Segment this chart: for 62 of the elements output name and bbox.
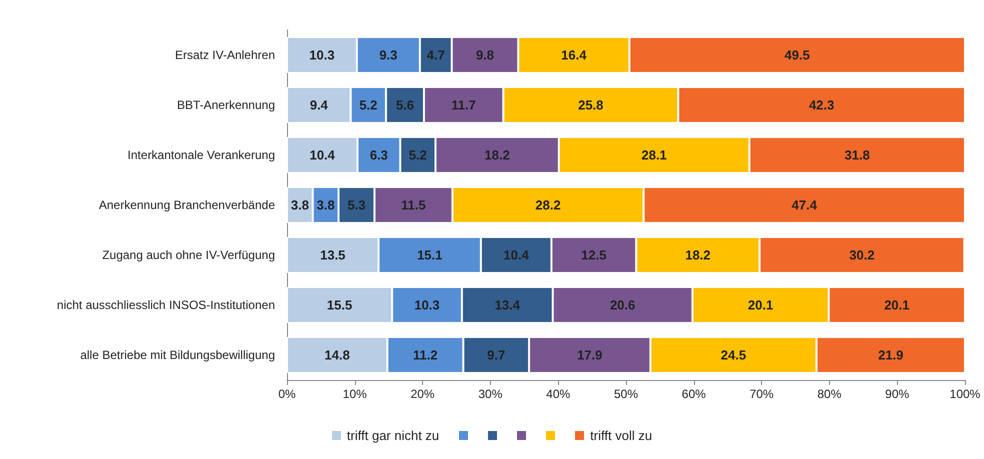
data-label: 9.7: [487, 348, 506, 362]
data-label: 9.8: [476, 48, 494, 62]
data-label: 31.8: [844, 148, 870, 162]
data-label: 3.8: [316, 198, 335, 212]
data-label: 10.4: [504, 248, 530, 262]
data-label: 20.1: [884, 298, 910, 312]
data-label: 13.5: [320, 248, 346, 262]
data-label: 14.8: [324, 348, 350, 362]
data-label: 3.8: [290, 198, 309, 212]
data-label: 11.2: [413, 348, 438, 362]
data-label: 20.6: [610, 298, 636, 312]
data-label: 18.2: [685, 248, 711, 262]
data-label: 12.5: [581, 248, 606, 262]
data-label: 30.2: [849, 248, 875, 262]
data-label: 21.9: [878, 348, 904, 362]
x-tick-label: 0%: [278, 387, 296, 401]
data-label: 28.1: [641, 148, 667, 162]
x-tick-label: 100%: [950, 387, 981, 401]
data-label: 6.3: [370, 148, 388, 162]
legend-label: trifft gar nicht zu: [346, 428, 440, 442]
data-label: 9.3: [379, 48, 398, 62]
data-label: 17.9: [577, 348, 602, 362]
legend-label: trifft voll zu: [590, 428, 652, 442]
data-label: 5.3: [347, 198, 366, 212]
data-label: 16.4: [561, 48, 588, 62]
data-label: 10.4: [310, 148, 336, 162]
x-tick-label: 50%: [614, 387, 638, 401]
data-label: 18.2: [484, 148, 510, 162]
data-label: 4.7: [426, 48, 445, 62]
data-label: 13.4: [494, 298, 521, 312]
x-tick-label: 80%: [817, 387, 842, 401]
x-tick-label: 40%: [546, 387, 571, 401]
x-tick-label: 10%: [342, 387, 368, 401]
y-tick-label: nicht ausschliesslich INSOS-Institutionen: [56, 298, 275, 312]
x-tick-label: 30%: [478, 387, 503, 401]
data-label: 15.1: [417, 248, 442, 262]
data-label: 5.6: [396, 98, 414, 112]
data-label: 5.2: [359, 98, 378, 112]
data-label: 10.3: [414, 298, 440, 312]
x-tick-label: 70%: [750, 387, 774, 401]
y-tick-label: Ersatz IV-Anlehren: [174, 48, 275, 62]
data-label: 20.1: [748, 298, 774, 312]
data-label: 11.5: [401, 198, 426, 212]
data-label: 15.5: [326, 298, 352, 312]
y-tick-label: Anerkennung Branchenverbände: [98, 198, 276, 212]
data-label: 25.8: [578, 98, 604, 112]
x-tick-label: 60%: [682, 387, 706, 401]
data-label: 9.4: [310, 98, 329, 112]
y-tick-label: Interkantonale Verankerung: [128, 148, 275, 162]
y-tick-label: Zugang auch ohne IV-Verfügung: [102, 248, 275, 262]
data-label: 42.3: [808, 98, 834, 112]
x-tick-label: 90%: [885, 387, 910, 401]
x-tick-label: 20%: [410, 387, 435, 401]
data-label: 24.5: [720, 348, 746, 362]
data-label: 5.2: [408, 148, 427, 162]
data-label: 28.2: [535, 198, 561, 212]
y-tick-label: BBT-Anerkennung: [176, 98, 275, 112]
data-label: 49.5: [784, 48, 810, 62]
y-tick-label: alle Betriebe mit Bildungsbewilligung: [80, 348, 275, 362]
data-label: 11.7: [451, 98, 476, 112]
data-label: 47.4: [792, 198, 818, 212]
data-label: 10.3: [309, 48, 335, 62]
